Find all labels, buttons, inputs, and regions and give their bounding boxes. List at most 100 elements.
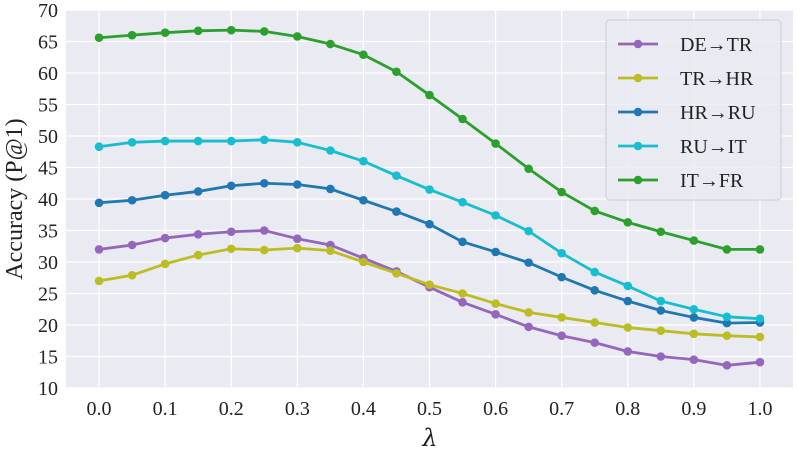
data-point [94, 276, 104, 286]
data-point [160, 259, 170, 269]
legend-item: TR→HR [618, 68, 754, 90]
data-point [722, 245, 732, 254]
data-point [259, 135, 269, 145]
data-point [359, 257, 368, 267]
data-point [755, 332, 765, 342]
data-point [458, 197, 467, 207]
data-point [623, 281, 633, 291]
y-tick-label: 60 [38, 63, 58, 85]
data-point [491, 139, 500, 148]
series-lines [94, 25, 765, 370]
data-point [326, 184, 335, 194]
data-point [259, 27, 269, 36]
data-point [689, 236, 699, 245]
data-point [590, 338, 600, 347]
data-point [425, 219, 434, 229]
data-point [557, 272, 566, 282]
x-tick-labels: 0.0 0.1 0.2 0.3 0.4 0.5 0.6 0.7 0.8 0.9 1.0 [87, 398, 773, 420]
data-point [722, 312, 732, 322]
data-point [259, 178, 269, 188]
data-point [590, 267, 600, 277]
data-point [326, 146, 335, 155]
data-point [656, 306, 666, 315]
data-point [127, 138, 137, 147]
data-point [656, 326, 666, 335]
data-point [689, 355, 699, 364]
data-point [524, 258, 533, 267]
data-point [193, 229, 203, 239]
x-tick-label: 0.4 [351, 398, 376, 420]
data-point [293, 138, 302, 147]
data-point [392, 207, 401, 216]
data-point [689, 329, 699, 339]
data-point [656, 227, 666, 237]
x-tick-label: 0.0 [87, 398, 112, 420]
data-point [293, 180, 302, 189]
data-point [193, 26, 203, 36]
data-point [491, 247, 500, 257]
legend-label: RU→IT [680, 136, 747, 158]
data-point [656, 296, 666, 306]
legend-swatch-marker [633, 73, 643, 83]
series-group [94, 243, 765, 342]
data-point [722, 318, 732, 328]
y-tick-label: 30 [38, 252, 58, 274]
data-point [392, 171, 401, 180]
x-tick-label: 0.7 [549, 398, 574, 420]
data-point [226, 136, 236, 146]
data-point [94, 33, 104, 43]
data-point [722, 361, 732, 370]
data-point [755, 357, 765, 367]
data-point [557, 331, 566, 341]
data-point [359, 195, 368, 205]
data-point [689, 313, 699, 322]
data-point [160, 28, 170, 37]
data-point [127, 195, 137, 205]
data-point [425, 185, 434, 194]
legend-item: HR→RU [618, 102, 756, 124]
data-point [491, 309, 500, 319]
data-point [557, 187, 566, 197]
data-point [259, 245, 269, 255]
x-tick-label: 0.9 [681, 398, 706, 420]
data-point [226, 181, 236, 191]
data-point [524, 308, 533, 317]
data-point [293, 234, 302, 243]
data-point [656, 352, 666, 361]
data-point [359, 50, 368, 60]
y-tick-label: 20 [38, 315, 58, 337]
legend-item: DE→TR [618, 34, 753, 56]
x-axis-label: λ [421, 424, 437, 452]
x-tick-label: 0.1 [153, 398, 178, 420]
series-group [94, 25, 765, 254]
data-point [94, 198, 104, 208]
legend-label: IT→FR [680, 170, 744, 192]
data-point [524, 226, 533, 236]
data-point [722, 331, 732, 341]
x-tick-label: 0.2 [219, 398, 244, 420]
data-point [755, 245, 765, 254]
data-point [425, 280, 434, 289]
x-tick-label: 0.6 [483, 398, 508, 420]
y-tick-labels: 10 15 20 25 30 35 40 45 50 55 60 65 70 [38, 0, 58, 400]
data-point [193, 250, 203, 260]
data-point [458, 237, 467, 247]
x-tick-label: 1.0 [747, 398, 772, 420]
y-tick-label: 45 [38, 158, 58, 180]
series-group [94, 178, 765, 328]
legend-box [605, 19, 782, 201]
data-point [590, 206, 600, 216]
data-point [127, 270, 137, 280]
data-point [160, 136, 170, 146]
data-point [458, 289, 467, 298]
data-point [458, 114, 467, 124]
data-point [259, 226, 269, 235]
data-point [590, 318, 600, 327]
legend-item: IT→FR [618, 170, 744, 192]
data-point [94, 142, 104, 152]
data-point [193, 187, 203, 196]
data-point [392, 67, 401, 77]
data-point [623, 347, 633, 356]
series-group [94, 135, 765, 324]
x-tick-label: 0.8 [615, 398, 640, 420]
